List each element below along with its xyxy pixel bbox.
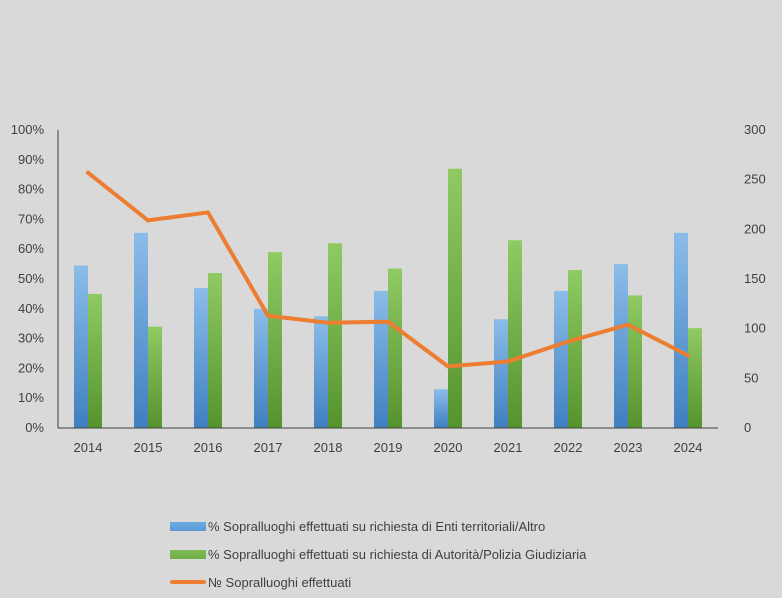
bar-series-2-2023 — [628, 295, 642, 428]
right-axis-tick-label: 0 — [744, 420, 751, 435]
x-axis-tick-label: 2024 — [674, 440, 703, 455]
right-axis-tick-label: 250 — [744, 172, 766, 187]
bar-series-2-2024 — [688, 328, 702, 428]
x-axis-tick-label: 2021 — [494, 440, 523, 455]
legend-label-series-2: % Sopralluoghi effettuati su richiesta d… — [208, 546, 587, 562]
line-point-2015 — [146, 218, 150, 223]
bar-series-2-2022 — [568, 270, 582, 428]
left-axis-tick-label: 20% — [18, 360, 44, 375]
line-point-2019 — [386, 319, 390, 324]
left-axis-tick-label: 50% — [18, 271, 44, 286]
x-axis-tick-label: 2018 — [314, 440, 343, 455]
line-point-2017 — [266, 313, 270, 318]
bar-series-2-2014 — [88, 293, 102, 428]
left-axis-tick-label: 0% — [25, 420, 44, 435]
left-axis-tick-label: 100% — [11, 122, 45, 137]
line-point-2016 — [206, 210, 210, 215]
bar-series-2-2016 — [208, 273, 222, 428]
line-point-2024 — [686, 353, 690, 358]
bar-series-2-2018 — [328, 243, 342, 428]
bar-series-2-2017 — [268, 252, 282, 428]
bar-series-2-2021 — [508, 240, 522, 428]
legend-item-series-2: % Sopralluoghi effettuati su richiesta d… — [170, 540, 586, 568]
line-point-2022 — [566, 339, 570, 344]
bar-series-2-2019 — [388, 268, 402, 428]
x-axis: 2014 2015 2016 2017 2018 2019 2020 2021 2022 2023… — [58, 427, 718, 455]
x-axis-tick-label: 2023 — [614, 440, 643, 455]
x-axis-tick-label: 2017 — [254, 440, 283, 455]
legend-label-series-1: % Sopralluoghi effettuati su richiesta d… — [208, 518, 546, 534]
legend-item-series-3: № Sopralluoghi effettuati — [170, 568, 586, 596]
left-axis-tick-label: 30% — [18, 331, 44, 346]
left-axis-tick-label: 60% — [18, 241, 44, 256]
bar-series-1-2016 — [194, 287, 208, 428]
left-axis-tick-label: 90% — [18, 152, 44, 167]
right-axis-tick-label: 150 — [744, 271, 766, 286]
bar-series-1-2015 — [134, 232, 148, 428]
line-point-2023 — [626, 322, 630, 327]
legend-swatch-series-1 — [170, 521, 206, 531]
left-axis: 0% 10% 20% 30% 40% 50% 60% 70% 80% 90% 100% — [11, 122, 59, 435]
x-axis-tick-label: 2020 — [434, 440, 463, 455]
bar-series-1-2021 — [494, 319, 508, 428]
bar-series-1-2024 — [674, 232, 688, 428]
bar-series-1-2023 — [614, 264, 628, 428]
left-axis-tick-label: 40% — [18, 301, 44, 316]
line-point-2021 — [506, 359, 510, 364]
bar-series-1-2022 — [554, 290, 568, 428]
legend-swatch-series-2 — [170, 549, 206, 559]
line-point-2018 — [326, 320, 330, 325]
right-axis-tick-label: 100 — [744, 321, 766, 336]
bar-series-1-2018 — [314, 316, 328, 428]
legend: % Sopralluoghi effettuati su richiesta d… — [170, 512, 586, 596]
line-point-2020 — [446, 364, 450, 369]
legend-line-series-3 — [170, 580, 206, 584]
plot-area — [74, 168, 702, 429]
left-axis-tick-label: 80% — [18, 182, 44, 197]
x-axis-tick-label: 2015 — [134, 440, 163, 455]
bar-series-1-2014 — [74, 265, 88, 428]
line-point-2014 — [86, 170, 90, 175]
x-axis-tick-label: 2014 — [74, 440, 103, 455]
right-axis-tick-label: 50 — [744, 370, 758, 385]
bar-series-1-2020 — [434, 389, 448, 428]
right-axis-tick-label: 200 — [744, 221, 766, 236]
x-axis-tick-label: 2022 — [554, 440, 583, 455]
x-axis-tick-label: 2019 — [374, 440, 403, 455]
bar-series-2-2020 — [448, 168, 462, 429]
right-axis: 0 50 100 150 200 250 300 — [744, 122, 766, 435]
legend-item-series-1: % Sopralluoghi effettuati su richiesta d… — [170, 512, 586, 540]
bar-series-2-2015 — [148, 326, 162, 428]
x-axis-tick-label: 2016 — [194, 440, 223, 455]
left-axis-tick-label: 10% — [18, 390, 44, 405]
bar-series-1-2017 — [254, 308, 268, 428]
left-axis-tick-label: 70% — [18, 211, 44, 226]
right-axis-tick-label: 300 — [744, 122, 766, 137]
legend-label-series-3: № Sopralluoghi effettuati — [208, 574, 352, 590]
bar-series-1-2019 — [374, 290, 388, 428]
